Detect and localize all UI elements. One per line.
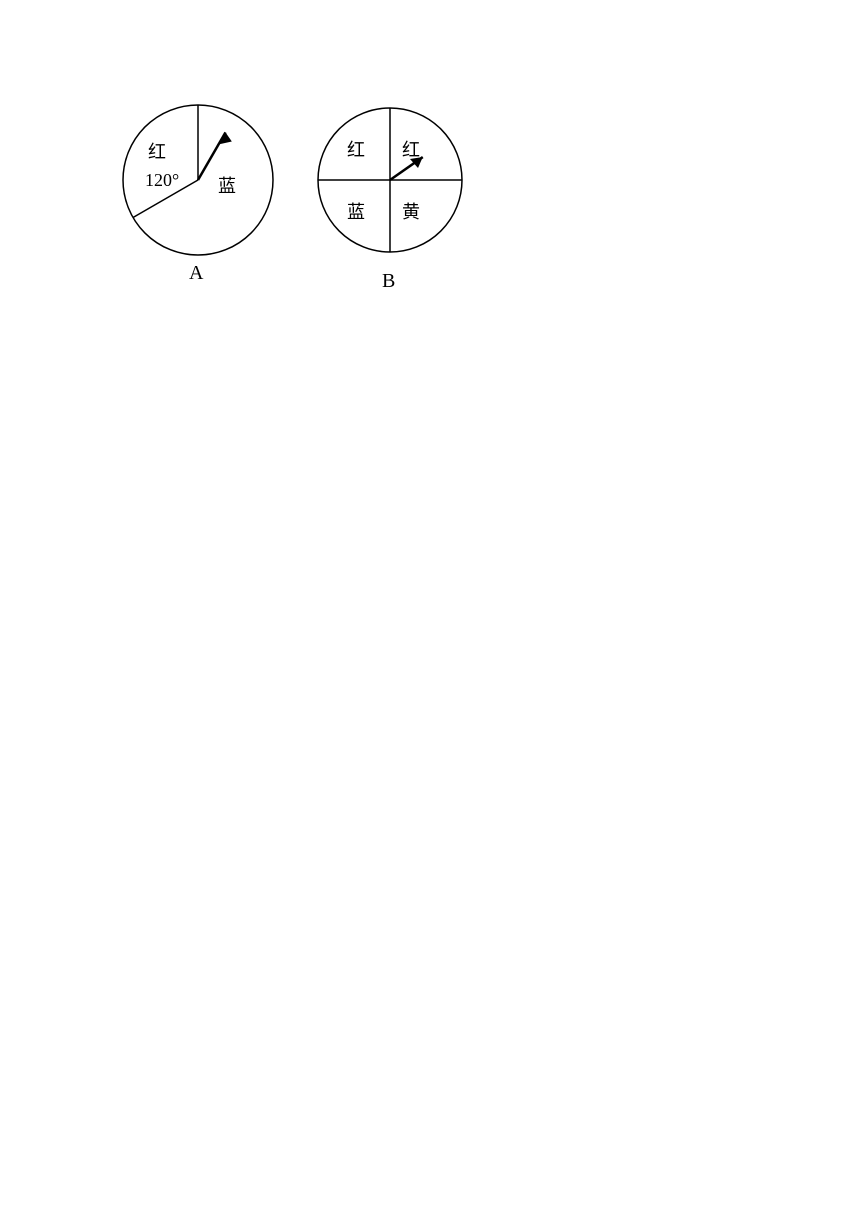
spinner-b-caption: B [382,270,395,293]
spinner-b-sector-yellow: 黄 [402,198,420,224]
spinner-b-svg [0,0,500,350]
spinner-b-sector-blue: 蓝 [347,198,365,224]
spinner-b-sector-red-2: 红 [402,136,420,162]
spinner-b-sector-red-1: 红 [347,136,365,162]
spinner-b: 红 红 蓝 黄 B [0,0,500,355]
